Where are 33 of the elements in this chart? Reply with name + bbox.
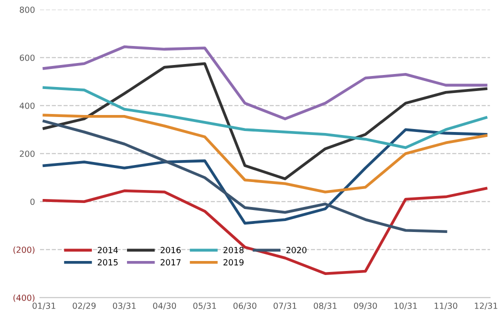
legend-label: 2020	[286, 246, 306, 254]
x-tick-label: 09/30	[354, 302, 377, 310]
y-tick-label: 200	[20, 150, 35, 157]
x-tick-label: 11/30	[434, 302, 458, 310]
line-series	[42, 62, 488, 180]
legend-label: 2017	[160, 259, 181, 266]
legend-label: 2015	[98, 259, 118, 266]
x-tick-label: 12/31	[474, 302, 498, 310]
legend-label: 2014	[98, 246, 118, 254]
y-tick-label: 400	[20, 102, 35, 109]
line-series	[42, 45, 488, 120]
line-series	[42, 187, 488, 275]
y-tick-label: (400)	[13, 294, 34, 302]
x-tick-label: 04/30	[153, 302, 176, 310]
legend-label: 2019	[224, 259, 244, 266]
x-tick-label: 06/30	[233, 302, 256, 310]
line-series	[42, 86, 488, 149]
y-tick-label: (200)	[13, 246, 34, 254]
line-series	[42, 120, 448, 233]
legend-label: 2018	[224, 246, 244, 254]
x-tick-label: 10/31	[394, 302, 417, 310]
x-tick-label: 07/31	[274, 302, 296, 310]
y-tick-label: 800	[20, 6, 35, 13]
x-tick-label: 05/31	[193, 302, 216, 310]
line-series	[42, 128, 488, 225]
x-tick-label: 03/31	[112, 302, 136, 310]
x-tick-label: 01/31	[32, 302, 56, 310]
legend-label: 2016	[160, 246, 181, 254]
y-tick-label: 0	[30, 198, 35, 205]
line-series	[42, 114, 488, 194]
x-tick-label: 08/31	[314, 302, 337, 310]
y-tick-label: 600	[20, 54, 35, 61]
x-tick-label: 02/29	[72, 302, 96, 310]
